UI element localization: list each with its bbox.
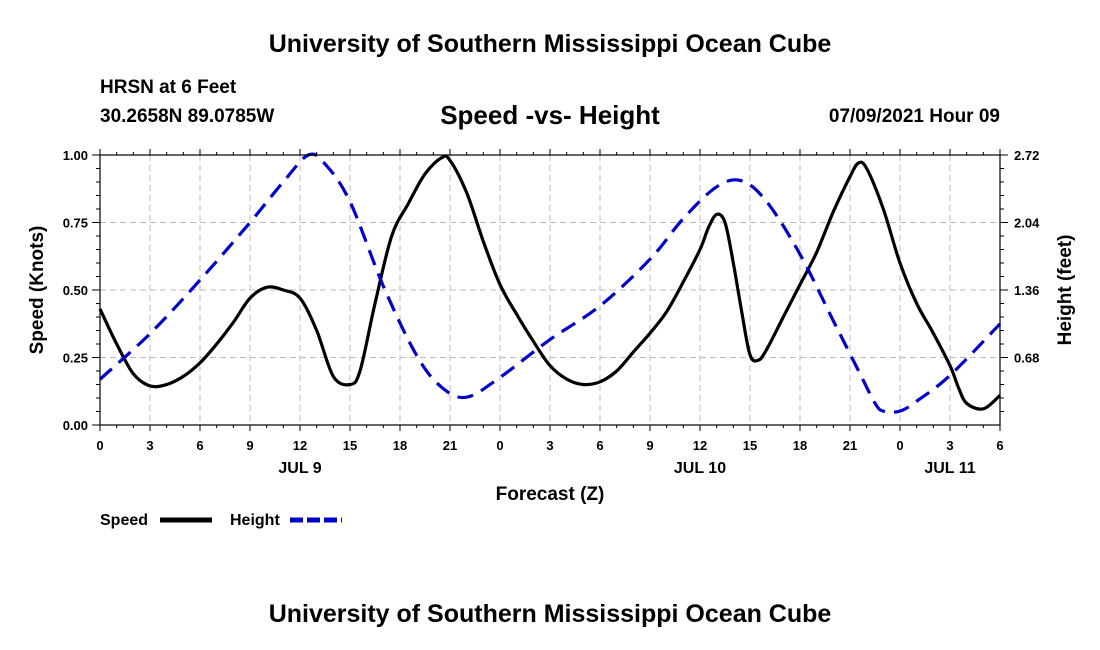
x-tick-label: 0 bbox=[896, 438, 903, 453]
day-label: JUL 11 bbox=[924, 460, 975, 477]
legend: Speed Height bbox=[100, 512, 342, 529]
legend-label-speed: Speed bbox=[100, 512, 148, 529]
x-tick-label: 3 bbox=[146, 438, 153, 453]
x-tick-label: 0 bbox=[496, 438, 503, 453]
series-height-line bbox=[98, 152, 1002, 414]
x-tick-label: 3 bbox=[946, 438, 953, 453]
station-label: HRSN at 6 Feet bbox=[100, 77, 237, 98]
x-tick-label: 21 bbox=[843, 438, 857, 453]
y-axis-right-label: Height (feet) bbox=[1055, 235, 1076, 346]
x-tick-label: 15 bbox=[343, 438, 357, 453]
x-tick-label: 21 bbox=[443, 438, 457, 453]
y-left-tick-label: 0.00 bbox=[63, 418, 88, 433]
axis-ticks bbox=[92, 149, 1008, 431]
x-tick-label: 9 bbox=[246, 438, 253, 453]
x-tick-label: 0 bbox=[96, 438, 103, 453]
x-tick-label: 15 bbox=[743, 438, 757, 453]
y-right-tick-label: 2.72 bbox=[1014, 148, 1039, 163]
station-coordinates: 30.2658N 89.0785W bbox=[100, 106, 275, 127]
x-tick-label: 18 bbox=[393, 438, 407, 453]
forecast-datetime: 07/09/2021 Hour 09 bbox=[828, 106, 1000, 127]
y-axis-left-label: Speed (Knots) bbox=[27, 226, 48, 355]
chart-subtitle: Speed -vs- Height bbox=[440, 100, 660, 130]
x-tick-label: 12 bbox=[693, 438, 707, 453]
y-right-tick-label: 0.68 bbox=[1014, 351, 1039, 366]
x-tick-label: 12 bbox=[293, 438, 307, 453]
legend-label-height: Height bbox=[230, 512, 280, 529]
day-label: JUL 9 bbox=[278, 460, 321, 477]
x-axis-label: Forecast (Z) bbox=[496, 484, 605, 505]
x-tick-label: 6 bbox=[196, 438, 203, 453]
y-left-tick-label: 0.50 bbox=[63, 283, 88, 298]
x-tick-label: 18 bbox=[793, 438, 807, 453]
y-left-tick-label: 1.00 bbox=[63, 148, 88, 163]
y-left-tick-label: 0.25 bbox=[63, 351, 88, 366]
x-tick-label: 6 bbox=[596, 438, 603, 453]
grid-lines bbox=[100, 155, 1000, 425]
y-right-tick-label: 1.36 bbox=[1014, 283, 1039, 298]
x-tick-label: 3 bbox=[546, 438, 553, 453]
x-tick-label: 9 bbox=[646, 438, 653, 453]
series-lines bbox=[98, 152, 1002, 414]
series-speed-line bbox=[98, 154, 1002, 411]
y-left-tick-label: 0.75 bbox=[63, 216, 88, 231]
page-title: University of Southern Mississippi Ocean… bbox=[268, 30, 832, 58]
x-tick-label: 6 bbox=[996, 438, 1003, 453]
axis-labels: 0 3 6 9 12 15 18 21 0 3 6 9 12 15 18 21 0 3 6 JUL 9 JUL 10 JU… bbox=[63, 148, 1040, 477]
y-right-tick-label: 2.04 bbox=[1014, 216, 1040, 231]
day-label: JUL 10 bbox=[674, 460, 726, 477]
footer-title: University of Southern Mississippi Ocean… bbox=[268, 600, 832, 628]
